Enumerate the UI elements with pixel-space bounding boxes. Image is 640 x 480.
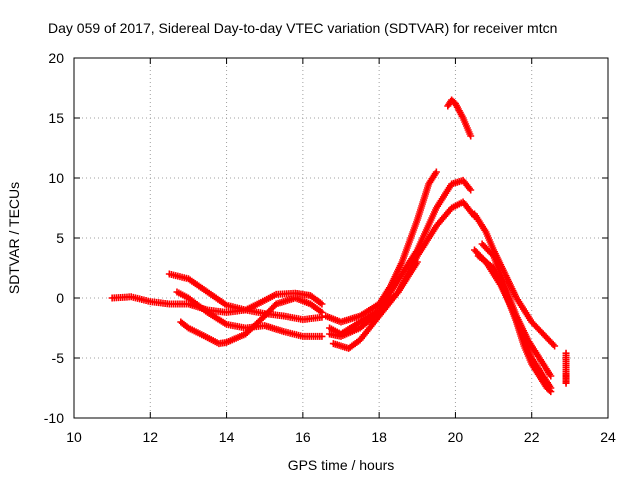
x-tick-label: 14 <box>219 429 235 445</box>
data-points <box>108 96 570 396</box>
data-point <box>318 308 326 316</box>
data-point <box>562 379 570 387</box>
data-point <box>413 258 421 266</box>
series-trace-i <box>444 96 475 140</box>
series-trace-a <box>108 289 326 316</box>
plot-frame <box>73 57 609 419</box>
data-point <box>467 186 475 194</box>
series-trace-l <box>474 252 555 396</box>
series-trace-h <box>329 258 421 352</box>
x-tick-label: 16 <box>295 429 311 445</box>
data-point <box>547 388 555 396</box>
y-tick-label: -5 <box>52 350 65 366</box>
x-tick-label: 10 <box>66 429 82 445</box>
series-trace-e <box>322 168 440 326</box>
y-tick-label: 15 <box>48 110 64 126</box>
data-point <box>549 341 557 348</box>
x-tick-label: 22 <box>524 429 540 445</box>
series-trace-d <box>177 294 326 348</box>
grid-lines <box>74 58 608 418</box>
chart-title: Day 059 of 2017, Sidereal Day-to-day VTE… <box>48 20 557 36</box>
series-trace-k <box>471 246 555 392</box>
series-trace-n <box>562 349 570 387</box>
data-point <box>432 168 440 176</box>
series-trace-j <box>471 210 559 350</box>
x-tick-label: 18 <box>371 429 387 445</box>
y-tick-label: 20 <box>48 50 64 66</box>
y-tick-label: 0 <box>56 290 64 306</box>
x-tick-label: 24 <box>600 429 616 445</box>
y-axis-label: SDTVAR / TECUs <box>6 182 22 294</box>
y-tick-label: 10 <box>48 170 64 186</box>
x-axis-label: GPS time / hours <box>288 457 395 473</box>
x-tick-label: 12 <box>142 429 158 445</box>
data-point <box>318 300 326 308</box>
data-point <box>546 386 554 394</box>
data-point <box>547 372 555 380</box>
y-tick-label: 5 <box>56 230 64 246</box>
axis-ticks: 10 12 14 16 18 20 22 24 -10 -5 0 5 10 15 20 <box>44 50 616 445</box>
data-point <box>551 342 559 350</box>
data-point <box>467 132 475 140</box>
data-point <box>318 332 326 340</box>
series-trace-m <box>478 240 555 380</box>
y-tick-label: -10 <box>44 410 64 426</box>
x-tick-label: 20 <box>448 429 464 445</box>
